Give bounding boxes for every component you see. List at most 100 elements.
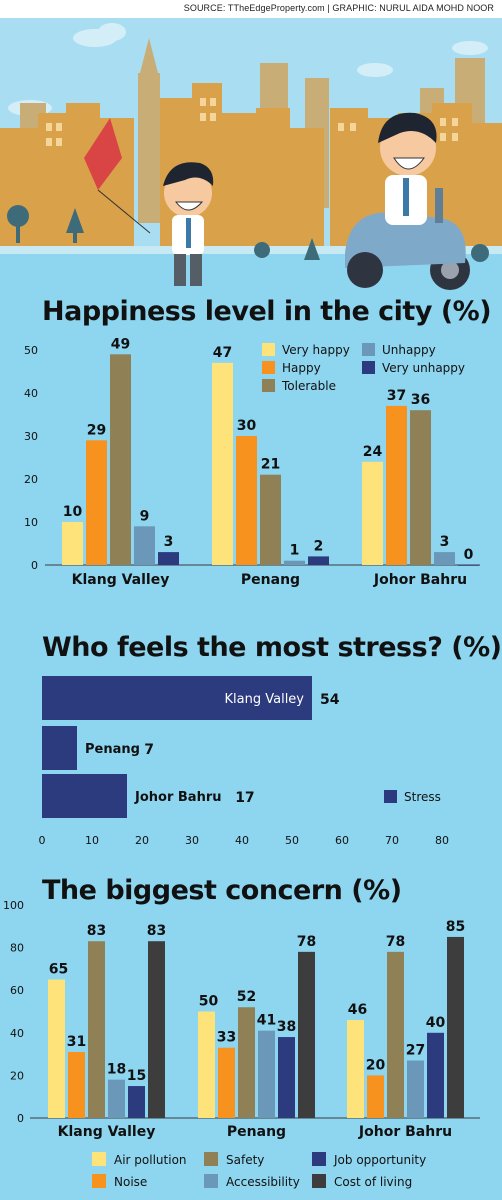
bar-happy-klang-valley (86, 440, 107, 565)
data-label: 9 (140, 508, 150, 524)
bar-noise-penang (218, 1047, 235, 1118)
legend-label-air-pollution: Air pollution (114, 1153, 187, 1167)
legend-swatch-noise (92, 1174, 106, 1188)
chart2-title: Who feels the most stress? (%) (42, 632, 502, 663)
data-label: 29 (87, 422, 106, 438)
data-label: 7 (144, 742, 154, 758)
legend-swatch-stress (384, 790, 397, 803)
bar-happy-penang (236, 436, 257, 565)
x-category-label: Klang Valley (58, 1124, 156, 1140)
data-label: 78 (386, 934, 405, 950)
data-label: 31 (67, 1034, 86, 1050)
bar-tolerable-johor-bahru (410, 410, 431, 565)
y-tick-label: 50 (24, 344, 38, 357)
bar-stress-penang (42, 726, 77, 770)
bar-very-happy-johor-bahru (362, 461, 383, 565)
legend-swatch-tolerable (262, 379, 275, 392)
bar-safety-penang (238, 1007, 255, 1118)
bar-very-happy-klang-valley (62, 522, 83, 565)
data-label: 3 (164, 534, 174, 550)
y-tick-label: 0 (17, 1112, 24, 1125)
x-category-label: Johor Bahru (358, 1124, 452, 1140)
data-label: 2 (314, 538, 324, 554)
y-tick-label: 0 (31, 559, 38, 572)
bar-safety-klang-valley (88, 941, 105, 1118)
bar-job-opportunity-johor-bahru (427, 1032, 444, 1118)
legend-label-tolerable: Tolerable (281, 379, 336, 393)
data-label: 1 (290, 543, 300, 559)
legend-swatch-unhappy (362, 343, 375, 356)
legend-label-happy: Happy (282, 361, 321, 375)
data-label: 41 (257, 1013, 276, 1029)
y-tick-label: 20 (10, 1069, 24, 1082)
legend-label-stress: Stress (404, 790, 441, 804)
legend-swatch-accessibility (204, 1174, 218, 1188)
legend-label-noise: Noise (114, 1175, 147, 1189)
data-label: 50 (199, 994, 219, 1010)
bar-very-unhappy-johor-bahru (458, 565, 479, 566)
bar-happy-johor-bahru (386, 405, 407, 565)
legend-label-safety: Safety (226, 1153, 264, 1167)
data-label: 49 (111, 336, 130, 352)
legend-label-very-happy: Very happy (282, 343, 350, 357)
data-label: 47 (213, 345, 232, 361)
y-category-label: Penang (85, 742, 140, 757)
data-label: 78 (297, 934, 316, 950)
y-tick-label: 10 (24, 516, 38, 529)
y-tick-label: 40 (24, 387, 38, 400)
data-label: 36 (411, 392, 430, 408)
data-label: 3 (440, 534, 450, 550)
data-label: 54 (320, 692, 340, 708)
legend-swatch-very-unhappy (362, 361, 375, 374)
x-tick-label: 60 (335, 834, 349, 847)
data-label: 33 (217, 1030, 236, 1046)
y-tick-label: 30 (24, 430, 38, 443)
data-label: 83 (87, 923, 106, 939)
data-label: 24 (363, 444, 383, 460)
legend-label-job-opportunity: Job opportunity (333, 1153, 426, 1167)
data-label: 40 (426, 1015, 446, 1031)
data-label: 83 (147, 923, 166, 939)
legend-label-cost-of-living: Cost of living (334, 1175, 412, 1189)
bar-cost-of-living-penang (298, 951, 315, 1118)
legend-swatch-air-pollution (92, 1152, 106, 1166)
bar-tolerable-klang-valley (110, 354, 131, 565)
x-category-label: Johor Bahru (373, 572, 467, 588)
bar-cost-of-living-klang-valley (148, 941, 165, 1118)
x-category-label: Klang Valley (72, 572, 170, 588)
bar-air-pollution-klang-valley (48, 979, 65, 1118)
bar-very-happy-penang (212, 362, 233, 565)
bar-unhappy-johor-bahru (434, 552, 455, 565)
legend-swatch-happy (262, 361, 275, 374)
bar-stress-klang-valley (42, 676, 312, 720)
bar-job-opportunity-klang-valley (128, 1086, 145, 1118)
x-tick-label: 70 (385, 834, 399, 847)
legend-swatch-job-opportunity (312, 1152, 326, 1166)
legend-swatch-very-happy (262, 343, 275, 356)
stress-chart: Klang Valley 54 Penang 7 Johor Bahru 17 0 10 20 3… (39, 676, 449, 847)
data-label: 37 (387, 388, 406, 404)
y-category-label: Klang Valley (225, 692, 305, 707)
x-tick-label: 80 (435, 834, 449, 847)
x-tick-label: 10 (85, 834, 99, 847)
x-tick-label: 30 (185, 834, 199, 847)
bar-noise-klang-valley (68, 1051, 85, 1118)
chart1-title: Happiness level in the city (%) (42, 296, 492, 327)
x-tick-label: 50 (285, 834, 299, 847)
y-tick-label: 100 (3, 900, 24, 912)
bar-noise-johor-bahru (367, 1075, 384, 1118)
concern-chart: 0 20 40 60 80 100 65 31 83 18 15 83 Klang Valley 50 33… (3, 900, 480, 1189)
data-label: 15 (127, 1068, 146, 1084)
x-category-label: Penang (227, 1124, 286, 1140)
bar-air-pollution-penang (198, 1011, 215, 1118)
x-tick-label: 20 (135, 834, 149, 847)
data-label: 0 (464, 547, 474, 563)
source-bar: SOURCE: TTheEdgeProperty.com | GRAPHIC: … (0, 0, 502, 18)
bar-accessibility-johor-bahru (407, 1060, 424, 1118)
y-category-label: Johor Bahru (134, 790, 222, 805)
data-label: 30 (237, 418, 257, 434)
bar-air-pollution-johor-bahru (347, 1020, 364, 1118)
legend-swatch-safety (204, 1152, 218, 1166)
chart3-title: The biggest concern (%) (42, 875, 402, 906)
